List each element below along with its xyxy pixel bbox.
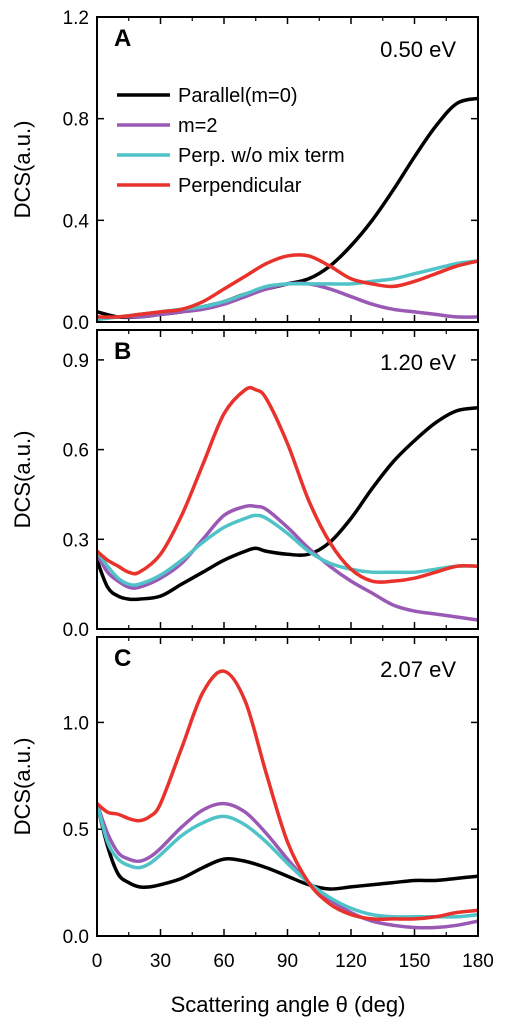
series-line-perpendicular [97, 669, 478, 921]
series-line-parallel [97, 405, 478, 602]
panel-letter: C [114, 645, 131, 672]
y-axis-label: DCS(a.u.) [10, 121, 35, 219]
legend-label-perp_nomix: Perp. w/o mix term [178, 145, 345, 167]
y-tick-label: 0.4 [63, 211, 90, 232]
y-tick-label: 0.5 [63, 820, 89, 841]
plot-frame [96, 16, 479, 323]
energy-label: 2.07 eV [380, 657, 456, 682]
y-axis-label: DCS(a.u.) [10, 431, 35, 529]
y-axis-label: DCS(a.u.) [10, 738, 35, 836]
series-line-m2 [97, 801, 478, 930]
x-tick-label: 180 [462, 951, 494, 972]
series-line-perp_nomix [97, 259, 478, 322]
panel-letter: B [114, 338, 131, 365]
x-tick-label: 30 [150, 951, 171, 972]
energy-label: 1.20 eV [380, 350, 456, 375]
plot-frame [96, 636, 479, 937]
x-tick-label: 150 [399, 951, 431, 972]
panel-a: 0.0 0.4 0.8 1.2 A 0.50 eV DCS(a.u.) [10, 8, 479, 334]
series-line-perp_nomix [97, 513, 478, 587]
series-line-perp_nomix [97, 801, 478, 919]
series-line-perpendicular [97, 253, 478, 319]
y-tick-label: 1.2 [63, 8, 89, 29]
series-line-m2 [97, 503, 478, 622]
y-tick-label: 0.6 [63, 441, 89, 462]
y-tick-label: 1.0 [63, 713, 89, 734]
y-tick-label: 0.0 [63, 313, 89, 334]
legend-label-m2: m=2 [178, 115, 217, 137]
x-tick-label: 0 [92, 951, 103, 972]
legend-label-perpendicular: Perpendicular [178, 175, 302, 197]
y-tick-label: 0.9 [63, 351, 89, 372]
panel-c: 0.0 0.5 1.0 C 2.07 eV DCS(a.u.) 0 30 60 90 120 150 1… [10, 636, 494, 972]
x-tick-label: 60 [213, 951, 234, 972]
panel-b: 0.0 0.3 0.6 0.9 B 1.20 eV DCS(a.u.) [10, 329, 479, 641]
y-tick-label: 0.8 [63, 110, 89, 131]
legend-label-parallel: Parallel(m=0) [178, 85, 297, 107]
x-tick-label: 120 [335, 951, 367, 972]
panel-letter: A [114, 25, 131, 52]
y-tick-label: 0.0 [63, 927, 89, 948]
x-tick-label: 90 [277, 951, 298, 972]
y-tick-label: 0.3 [63, 530, 89, 551]
plot-frame [96, 329, 479, 630]
energy-label: 0.50 eV [380, 37, 456, 62]
legend: Parallel(m=0) m=2 Perp. w/o mix term Perpen… [117, 85, 345, 197]
series-line-perpendicular [97, 385, 478, 584]
series-line-parallel [97, 801, 478, 891]
y-tick-label: 0.0 [63, 620, 89, 641]
x-axis-label: Scattering angle θ (deg) [171, 992, 406, 1017]
